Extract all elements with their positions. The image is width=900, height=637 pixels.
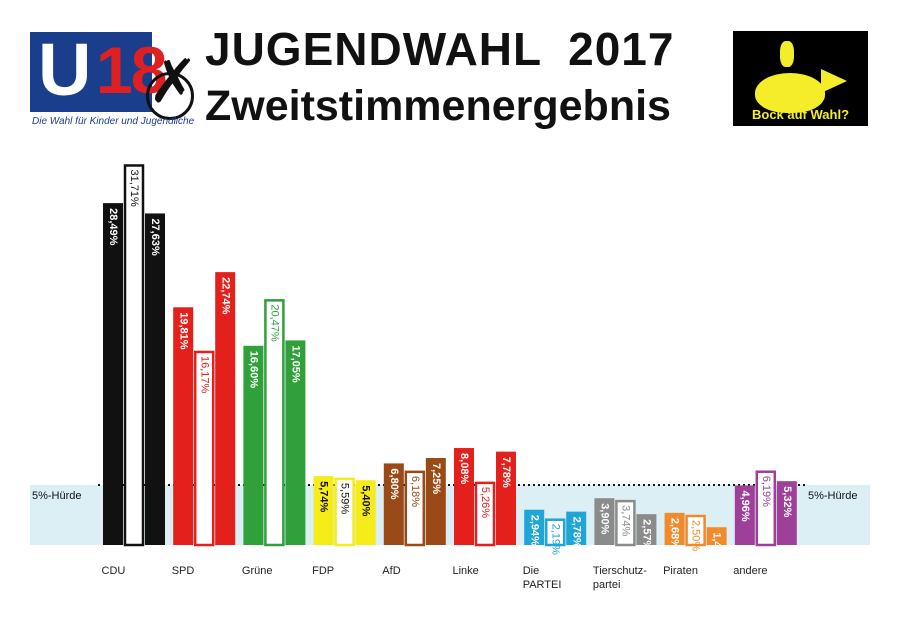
data-label: 16,60% <box>247 351 259 389</box>
bar-andere-3 <box>776 481 797 545</box>
whale-body-icon <box>755 73 825 113</box>
whale-tail-icon <box>821 69 847 93</box>
threshold-band <box>30 485 870 545</box>
title-year: 2017 <box>568 23 675 75</box>
u18-logo-u: U <box>38 28 92 111</box>
bock-auf-wahl-text: Bock auf Wahl? <box>751 107 850 122</box>
data-label: 2,19% <box>549 524 561 555</box>
data-label: 6,19% <box>760 476 772 507</box>
title-word: JUGENDWAHL <box>205 23 543 75</box>
category-label: PARTEI <box>523 579 562 591</box>
data-label: 8,08% <box>458 453 470 484</box>
bar-piraten-1 <box>664 512 685 545</box>
bar-afd-3 <box>425 458 446 545</box>
bar-spd-3 <box>215 272 236 545</box>
data-label: 2,78% <box>570 517 582 548</box>
u18-tagline: Die Wahl für Kinder und Jugendliche <box>32 116 195 127</box>
threshold-label-right: 5%-Hürde <box>808 490 858 502</box>
category-label: SPD <box>172 565 195 577</box>
page-title: JUGENDWAHL 2017 <box>205 22 674 76</box>
bar-tierschutzpartei-3 <box>636 514 657 545</box>
category-label: Linke <box>453 565 479 577</box>
bar-spd-1 <box>173 307 194 545</box>
page-subtitle: Zweitstimmenergebnis <box>205 82 671 130</box>
bar-piraten-2 <box>685 514 706 547</box>
bar-afd-2 <box>404 470 426 547</box>
data-label: 19,81% <box>177 312 189 350</box>
data-label: 4,96% <box>739 490 751 521</box>
category-label: Piraten <box>663 565 698 577</box>
bar-cdu-3 <box>145 213 165 545</box>
bar-tierschutzpartei-1 <box>594 498 615 545</box>
data-label: 27,63% <box>149 218 161 256</box>
data-label: 17,05% <box>289 345 301 383</box>
data-label: 31,71% <box>128 169 140 207</box>
category-label: CDU <box>102 565 126 577</box>
u18-logo-block <box>30 32 152 112</box>
data-label: 5,26% <box>479 487 491 518</box>
bar-andere-1 <box>734 485 755 545</box>
data-label: 22,74% <box>219 277 231 315</box>
bar-gr-ne-1 <box>243 345 264 545</box>
bar-die-partei-1 <box>524 509 545 545</box>
data-label: 2,68% <box>669 518 681 549</box>
bar-linke-1 <box>454 448 474 545</box>
category-label: andere <box>733 565 767 577</box>
bar-fdp-2 <box>334 477 355 547</box>
category-label: Tierschutz- <box>593 565 647 577</box>
data-label: 5,59% <box>339 483 351 514</box>
category-label: Grüne <box>242 565 273 577</box>
bar-spd-2 <box>193 350 215 547</box>
data-label: 2,57% <box>640 519 652 550</box>
data-label: 6,18% <box>409 476 421 507</box>
bar-piraten-3 <box>706 527 727 545</box>
bar-die-partei-2 <box>544 518 566 547</box>
data-label: 5,74% <box>318 481 330 512</box>
ballot-cross-icon: ✗ <box>148 47 199 117</box>
data-label: 7,25% <box>430 463 442 494</box>
bar-gr-ne-3 <box>285 340 306 545</box>
data-label: 16,17% <box>198 356 210 394</box>
threshold-label-left: 5%-Hürde <box>32 490 82 502</box>
category-label: Die <box>523 565 540 577</box>
bar-fdp-1 <box>313 476 334 545</box>
data-label: 5,32% <box>781 486 793 517</box>
data-label: 5,40% <box>360 485 372 516</box>
bar-die-partei-3 <box>566 511 587 545</box>
category-label: FDP <box>312 565 334 577</box>
bar-tierschutzpartei-2 <box>615 499 636 547</box>
bar-cdu-2 <box>123 164 145 547</box>
data-label: 20,47% <box>268 304 280 342</box>
data-label: 2,94% <box>528 515 540 546</box>
data-label: 1,48% <box>711 532 723 563</box>
data-label: 7,78% <box>500 457 512 488</box>
u18-logo: U 18 ✗ Die Wahl für Kinder und Jugendlic… <box>30 28 200 132</box>
bar-andere-2 <box>755 470 777 547</box>
bar-cdu-1 <box>103 203 123 545</box>
bar-linke-3 <box>496 451 516 545</box>
ballot-circle-icon <box>146 72 194 120</box>
data-label: 6,80% <box>388 468 400 499</box>
data-label: 2,50% <box>690 520 702 551</box>
bar-gr-ne-2 <box>264 299 285 547</box>
bock-auf-wahl-logo: Bock auf Wahl? <box>733 31 868 126</box>
category-label: partei <box>593 579 621 591</box>
data-label: 3,90% <box>598 503 610 534</box>
bar-afd-1 <box>383 463 404 545</box>
bar-linke-2 <box>474 481 496 547</box>
bar-fdp-3 <box>355 480 376 545</box>
data-label: 3,74% <box>619 505 631 536</box>
goat-icon <box>780 41 794 67</box>
data-label: 28,49% <box>107 208 119 246</box>
category-label: AfD <box>382 565 400 577</box>
